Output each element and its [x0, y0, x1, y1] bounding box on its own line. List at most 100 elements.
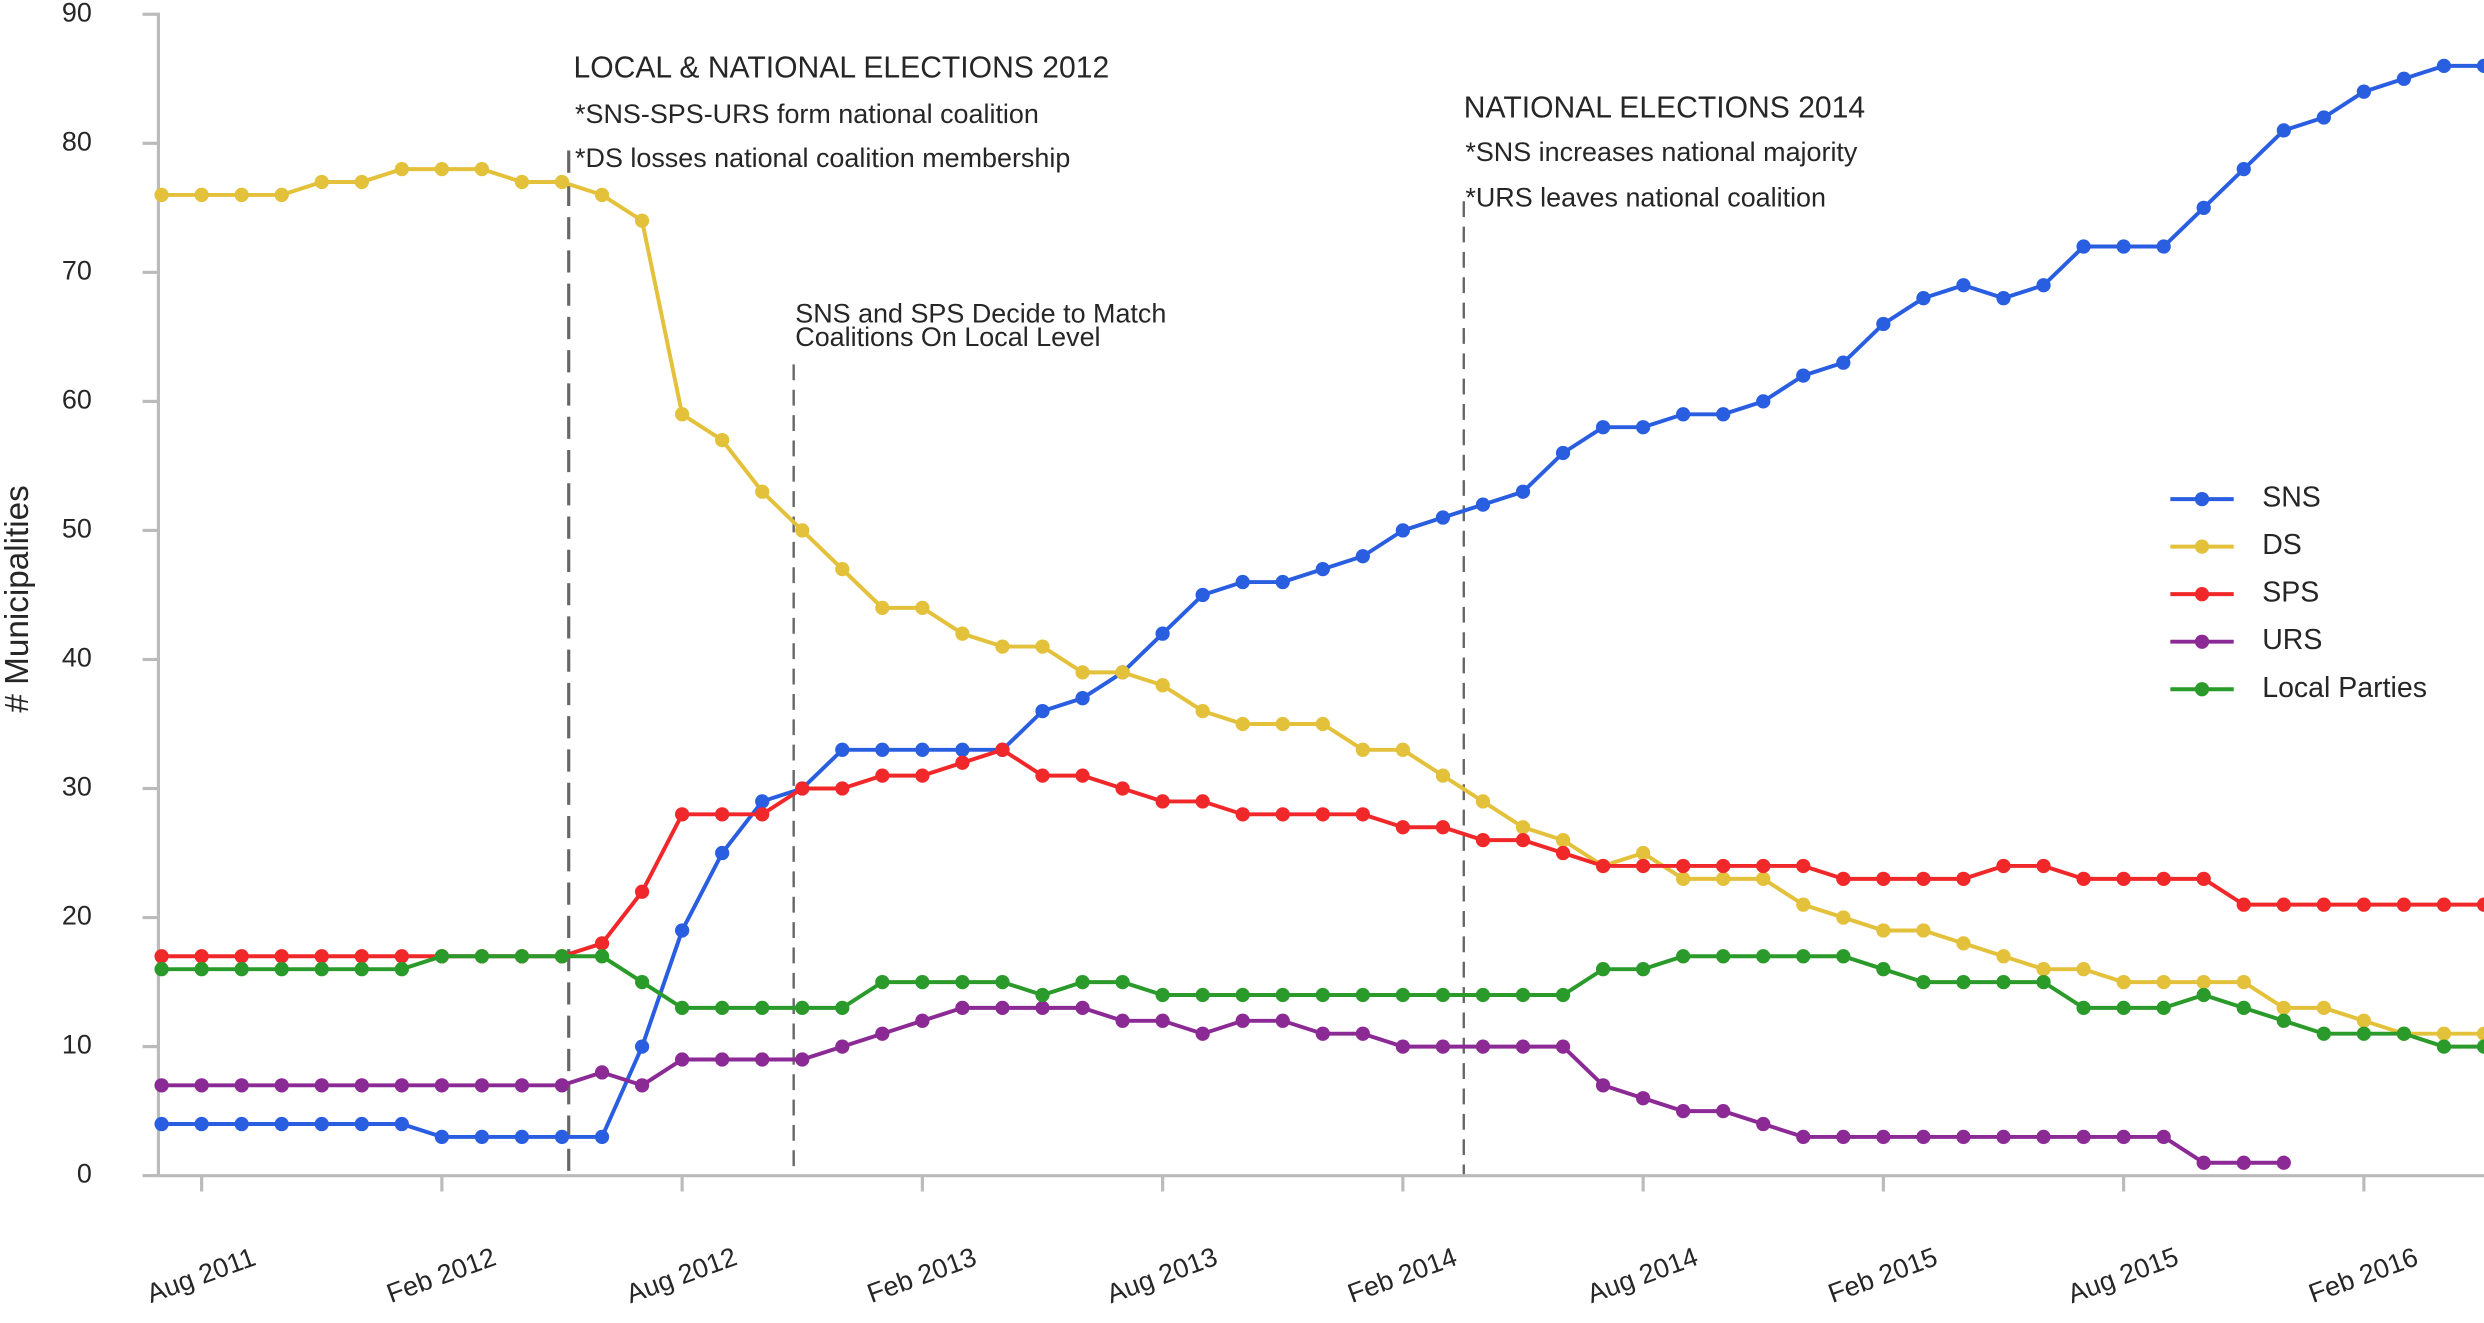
- point: [354, 1078, 369, 1093]
- point: [1716, 949, 1731, 964]
- point: [434, 1129, 450, 1145]
- point: [154, 949, 169, 964]
- point: [1115, 974, 1130, 990]
- point: [1956, 936, 1971, 951]
- point: [2076, 1000, 2091, 1016]
- point: [594, 1065, 610, 1080]
- point: [995, 974, 1010, 990]
- point: [314, 1078, 329, 1093]
- point: [154, 1078, 169, 1093]
- point: [955, 755, 970, 770]
- point: [2196, 200, 2211, 215]
- point: [2276, 1013, 2291, 1028]
- point: [1515, 484, 1531, 499]
- series: [154, 949, 2484, 1054]
- point: [1796, 1129, 1811, 1145]
- point: [1275, 987, 1290, 1003]
- point: [1916, 974, 1931, 990]
- point: [1435, 820, 1451, 835]
- point: [1475, 1039, 1491, 1054]
- point: [1796, 949, 1811, 964]
- point: [2476, 897, 2484, 912]
- point: [1355, 549, 1370, 564]
- point: [715, 1000, 730, 1016]
- point: [554, 1129, 570, 1145]
- point: [514, 1129, 530, 1145]
- point: [1435, 510, 1451, 525]
- point: [194, 962, 209, 977]
- point: [154, 187, 169, 203]
- point: [314, 962, 329, 977]
- point: [594, 949, 610, 964]
- point: [1115, 665, 1130, 680]
- y-tick-label: 50: [62, 514, 92, 544]
- series: [154, 742, 2484, 964]
- point: [1035, 639, 1050, 654]
- point: [1836, 949, 1851, 964]
- point: [795, 1000, 810, 1016]
- x-tick-label: Aug 2014: [1583, 1241, 1702, 1309]
- point: [2316, 1000, 2331, 1016]
- point: [634, 213, 650, 228]
- point: [2036, 278, 2051, 293]
- point: [1075, 665, 1090, 680]
- series: [154, 1000, 2291, 1170]
- point: [2116, 1129, 2131, 1145]
- point: [634, 884, 650, 899]
- point: [2436, 58, 2452, 74]
- point: [915, 600, 930, 615]
- series: [154, 58, 2484, 1145]
- point: [1916, 1129, 1931, 1145]
- point: [1555, 987, 1571, 1003]
- point: [2276, 1155, 2291, 1170]
- point: [674, 923, 690, 938]
- point: [1836, 871, 1851, 886]
- point: [194, 1116, 209, 1132]
- point: [2436, 1039, 2452, 1054]
- point: [1836, 910, 1851, 925]
- point: [835, 1000, 850, 1016]
- point: [554, 174, 570, 190]
- point: [594, 1129, 610, 1145]
- point: [1195, 587, 1210, 603]
- point: [1996, 974, 2011, 990]
- point: [2156, 974, 2171, 990]
- point: [234, 962, 249, 977]
- point: [594, 936, 610, 951]
- point: [394, 949, 409, 964]
- point: [995, 639, 1010, 654]
- point: [1635, 845, 1651, 861]
- point: [1555, 845, 1571, 861]
- point: [594, 187, 610, 203]
- legend-label: URS: [2262, 624, 2322, 656]
- annotation-text: *SNS-SPS-URS form national coalition: [575, 99, 1039, 129]
- point: [915, 974, 930, 990]
- point: [1515, 820, 1531, 835]
- legend-label: SNS: [2262, 482, 2321, 514]
- point: [2316, 1026, 2331, 1041]
- y-tick-label: 60: [62, 384, 92, 414]
- point: [835, 742, 850, 757]
- y-tick-label: 90: [62, 0, 92, 27]
- point: [354, 174, 369, 190]
- point: [2236, 974, 2251, 990]
- x-tick-label: Aug 2011: [143, 1242, 260, 1309]
- point: [1836, 1129, 1851, 1145]
- y-tick-label: 70: [62, 255, 92, 285]
- point: [1195, 794, 1210, 809]
- point: [955, 1000, 970, 1016]
- point: [234, 187, 249, 203]
- point: [434, 161, 450, 177]
- point: [2236, 161, 2251, 177]
- legend-label: Local Parties: [2262, 672, 2427, 704]
- x-tick-label: Feb 2015: [1824, 1242, 1941, 1309]
- point: [1996, 1129, 2011, 1145]
- point: [995, 742, 1010, 757]
- point: [1435, 1039, 1451, 1054]
- y-tick-label: 20: [62, 901, 92, 931]
- point: [354, 949, 369, 964]
- point: [2196, 974, 2211, 990]
- point: [514, 1078, 530, 1093]
- point: [674, 1052, 690, 1067]
